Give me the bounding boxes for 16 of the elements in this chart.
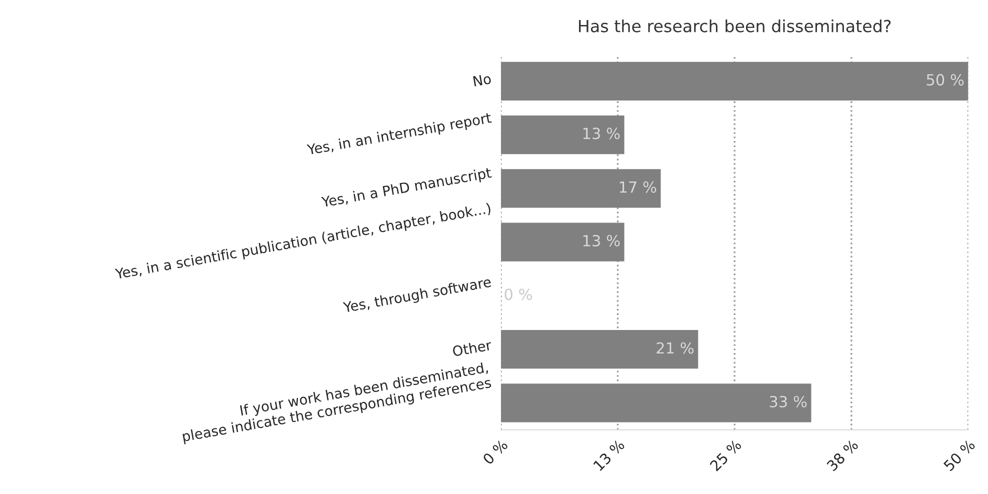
- y-tick-label: Other: [452, 339, 492, 357]
- data-label: 13 %: [583, 234, 620, 246]
- data-label: 13 %: [583, 128, 620, 140]
- data-label: 21 %: [656, 342, 694, 354]
- x-tick-label: 0 %: [482, 438, 508, 466]
- x-tick-label: 38 %: [826, 438, 859, 472]
- y-tick-label: Yes, in an internship report: [306, 112, 492, 158]
- x-tick-label: 25 %: [709, 438, 742, 472]
- chart-title: Has the research been disseminated?: [579, 19, 891, 32]
- data-label: 17 %: [620, 181, 656, 193]
- y-tick-label: Yes, through software: [342, 276, 492, 316]
- data-label: 50 %: [926, 74, 964, 86]
- y-tick-label: No: [473, 73, 492, 87]
- x-tick-label: 50 %: [943, 438, 976, 472]
- data-label: 33 %: [770, 396, 807, 408]
- x-tick-label: 13 %: [592, 438, 626, 472]
